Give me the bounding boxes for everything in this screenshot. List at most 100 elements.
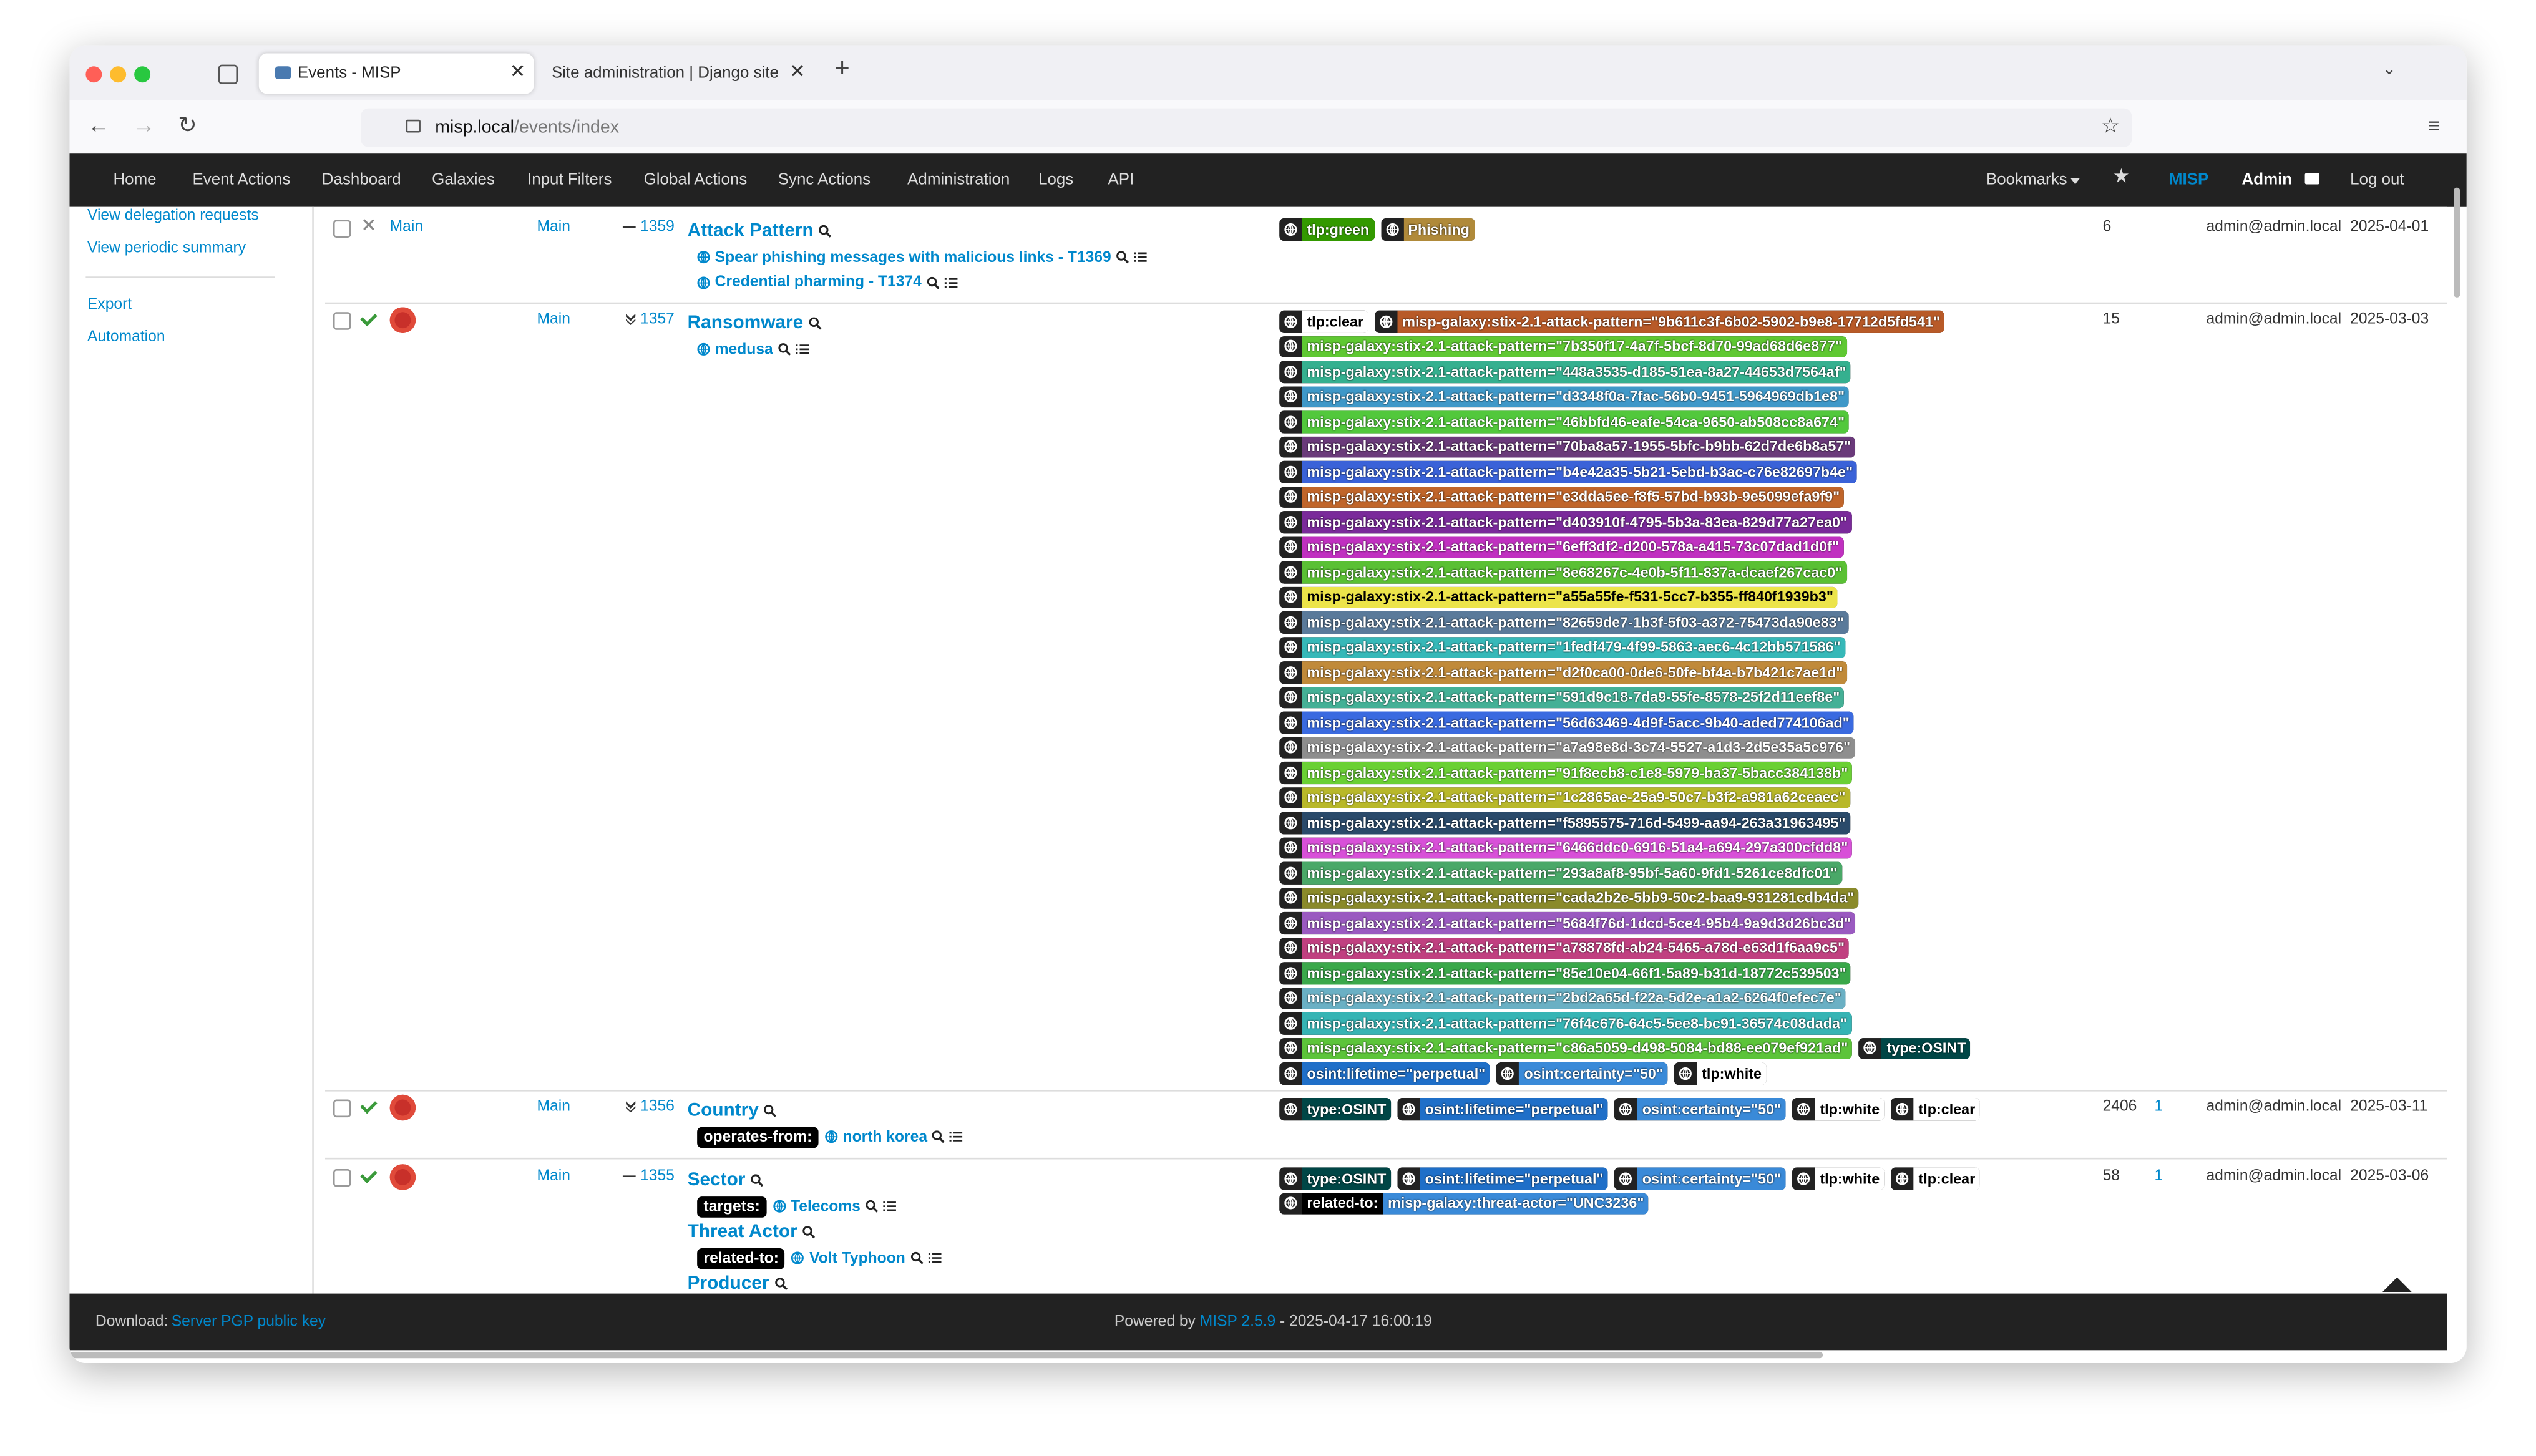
tab-close[interactable]: ✕ xyxy=(789,59,806,83)
tag[interactable]: misp-galaxy:stix-2.1-attack-pattern="70b… xyxy=(1279,435,1856,458)
correlation-count[interactable]: 1 xyxy=(2154,1167,2163,1185)
tag[interactable]: misp-galaxy:stix-2.1-attack-pattern="cad… xyxy=(1279,886,1860,909)
url[interactable]: misp.local/events/index xyxy=(435,118,619,137)
galaxy-name[interactable]: Ransomware xyxy=(687,314,804,334)
tag[interactable]: misp-galaxy:stix-2.1-attack-pattern="a7a… xyxy=(1279,736,1855,759)
nav-item[interactable]: Input Filters xyxy=(527,171,612,190)
tag[interactable]: osint:certainty="50" xyxy=(1614,1167,1786,1190)
sidebar-link[interactable]: View delegation requests xyxy=(87,206,259,225)
tag[interactable]: Phishing xyxy=(1380,218,1475,240)
sidebar-link[interactable]: View periodic summary xyxy=(87,239,246,258)
tag[interactable]: tlp:green xyxy=(1279,218,1374,240)
checkbox[interactable] xyxy=(333,1169,351,1187)
org-logo[interactable] xyxy=(389,307,416,333)
nav-logout[interactable]: Log out xyxy=(2350,171,2404,190)
event-id[interactable]: 1357 xyxy=(640,310,675,329)
tag[interactable]: misp-galaxy:stix-2.1-attack-pattern="91f… xyxy=(1279,761,1853,784)
tag[interactable]: misp-galaxy:stix-2.1-attack-pattern="1c2… xyxy=(1279,787,1851,808)
event-id[interactable]: 1359 xyxy=(640,218,675,236)
active-tab[interactable] xyxy=(258,53,534,94)
min-light[interactable] xyxy=(110,66,127,83)
nav-item[interactable]: Galaxies xyxy=(432,171,495,190)
nav-item[interactable]: Global Actions xyxy=(643,171,748,190)
tag[interactable]: osint:certainty="50" xyxy=(1496,1062,1668,1084)
galaxy-name[interactable]: Threat Actor xyxy=(687,1223,797,1243)
tag[interactable]: misp-galaxy:stix-2.1-attack-pattern="f58… xyxy=(1279,812,1851,834)
tag[interactable]: misp-galaxy:stix-2.1-attack-pattern="46b… xyxy=(1279,410,1850,433)
tab-title[interactable]: Events - MISP xyxy=(297,64,401,83)
max-light[interactable] xyxy=(134,66,151,83)
tag[interactable]: misp-galaxy:stix-2.1-attack-pattern="a78… xyxy=(1279,937,1850,959)
tag[interactable]: misp-galaxy:stix-2.1-attack-pattern="8e6… xyxy=(1279,561,1848,583)
tag[interactable]: type:OSINT xyxy=(1279,1167,1392,1190)
bookmark-star[interactable]: ☆ xyxy=(2101,113,2120,138)
tab-close[interactable]: ✕ xyxy=(509,59,526,83)
tag[interactable]: tlp:white xyxy=(1792,1167,1885,1190)
cluster-name[interactable]: Volt Typhoon xyxy=(809,1249,905,1268)
org-logo[interactable] xyxy=(389,1164,416,1190)
galaxy-name[interactable]: Sector xyxy=(687,1171,746,1191)
tag[interactable]: misp-galaxy:stix-2.1-attack-pattern="76f… xyxy=(1279,1012,1852,1034)
tag[interactable]: tlp:white xyxy=(1792,1097,1885,1120)
nav-bookmarks[interactable]: Bookmarks xyxy=(1986,171,2067,190)
tag[interactable]: related-to: misp-galaxy:threat-actor="UNC… xyxy=(1279,1192,1649,1215)
tag[interactable]: misp-galaxy:stix-2.1-attack-pattern="591… xyxy=(1279,686,1845,709)
owner[interactable]: Main xyxy=(537,218,570,236)
download-link[interactable]: Server PGP public key xyxy=(171,1313,326,1331)
tag[interactable]: type:OSINT xyxy=(1859,1037,1971,1059)
tag[interactable]: tlp:clear xyxy=(1891,1167,1981,1190)
back[interactable]: ← xyxy=(87,111,110,138)
owner[interactable]: Main xyxy=(537,1097,570,1116)
nav-item[interactable]: Event Actions xyxy=(192,171,291,190)
nav-user[interactable]: Admin xyxy=(2241,171,2293,190)
nav-item[interactable]: Home xyxy=(113,171,157,190)
event-id[interactable]: 1356 xyxy=(640,1097,675,1116)
sidebar-link[interactable]: Automation xyxy=(87,328,165,346)
correlation-count[interactable]: 1 xyxy=(2154,1097,2163,1116)
tag[interactable]: misp-galaxy:stix-2.1-attack-pattern="293… xyxy=(1279,861,1843,884)
tab-title[interactable]: Site administration | Django site adn xyxy=(551,64,781,83)
tab-list[interactable]: ⌄ xyxy=(2382,61,2396,80)
tag[interactable]: tlp:clear xyxy=(1891,1097,1981,1120)
tag[interactable]: misp-galaxy:stix-2.1-attack-pattern="6ef… xyxy=(1279,536,1844,558)
tag[interactable]: misp-galaxy:stix-2.1-attack-pattern="2bd… xyxy=(1279,987,1846,1009)
v-scrollbar[interactable] xyxy=(2454,187,2460,298)
tag[interactable]: osint:lifetime="perpetual" xyxy=(1397,1167,1609,1190)
cluster-name[interactable]: Telecoms xyxy=(791,1198,861,1216)
tag[interactable]: misp-galaxy:stix-2.1-attack-pattern="56d… xyxy=(1279,711,1855,734)
cluster-name[interactable]: Spear phishing messages with malicious l… xyxy=(714,248,1111,267)
forward[interactable]: → xyxy=(132,111,155,138)
nav-item[interactable]: Logs xyxy=(1038,171,1074,190)
checkbox[interactable] xyxy=(333,312,351,330)
event-id[interactable]: 1355 xyxy=(640,1167,675,1185)
checkbox[interactable] xyxy=(333,220,351,238)
menu[interactable]: ≡ xyxy=(2427,113,2441,138)
tag[interactable]: misp-galaxy:stix-2.1-attack-pattern="7b3… xyxy=(1279,335,1847,357)
tag[interactable]: misp-galaxy:stix-2.1-attack-pattern="568… xyxy=(1279,911,1856,934)
new-tab[interactable]: + xyxy=(834,55,850,83)
envelope[interactable] xyxy=(2304,173,2319,185)
scroll-top[interactable] xyxy=(2382,1277,2412,1293)
cluster-name[interactable]: north korea xyxy=(842,1128,928,1147)
cluster-name[interactable]: medusa xyxy=(714,341,773,359)
tag[interactable]: misp-galaxy:stix-2.1-attack-pattern="b4e… xyxy=(1279,460,1858,483)
url-field[interactable] xyxy=(361,108,2132,147)
tag[interactable]: misp-galaxy:stix-2.1-attack-pattern="a55… xyxy=(1279,586,1838,608)
nav-star[interactable] xyxy=(2114,168,2129,183)
org-logo[interactable] xyxy=(389,1094,416,1121)
cluster-name[interactable]: Credential pharming - T1374 xyxy=(714,273,922,292)
tag[interactable]: misp-galaxy:stix-2.1-attack-pattern="d40… xyxy=(1279,511,1852,533)
tag[interactable]: misp-galaxy:stix-2.1-attack-pattern="d2f… xyxy=(1279,661,1848,684)
tag[interactable]: misp-galaxy:stix-2.1-attack-pattern="646… xyxy=(1279,837,1853,859)
tag[interactable]: misp-galaxy:stix-2.1-attack-pattern="85e… xyxy=(1279,962,1851,984)
tag[interactable]: misp-galaxy:stix-2.1-attack-pattern="826… xyxy=(1279,611,1849,633)
nav-item[interactable]: API xyxy=(1108,171,1134,190)
tag[interactable]: osint:lifetime="perpetual" xyxy=(1397,1097,1609,1120)
nav-misp[interactable]: MISP xyxy=(2168,171,2209,190)
sidebar-link[interactable]: Export xyxy=(87,296,132,314)
tag[interactable]: misp-galaxy:stix-2.1-attack-pattern="9b6… xyxy=(1375,310,1945,332)
tag[interactable]: misp-galaxy:stix-2.1-attack-pattern="448… xyxy=(1279,361,1851,383)
tag[interactable]: misp-galaxy:stix-2.1-attack-pattern="1fe… xyxy=(1279,636,1846,658)
nav-item[interactable]: Administration xyxy=(907,171,1010,190)
tag[interactable]: misp-galaxy:stix-2.1-attack-pattern="d33… xyxy=(1279,386,1850,408)
